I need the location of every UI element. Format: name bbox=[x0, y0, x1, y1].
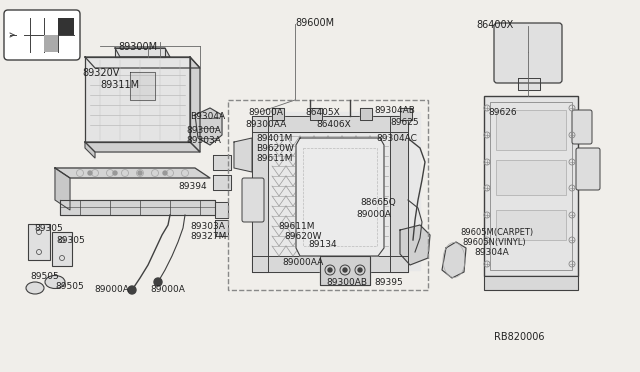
Text: 86400X: 86400X bbox=[476, 20, 513, 30]
Ellipse shape bbox=[26, 282, 44, 294]
Text: 89505: 89505 bbox=[55, 282, 84, 291]
Text: 89600M: 89600M bbox=[295, 18, 334, 28]
Bar bbox=[496, 210, 566, 240]
Text: 89605M(CARPET): 89605M(CARPET) bbox=[460, 228, 533, 237]
Polygon shape bbox=[213, 155, 231, 170]
Polygon shape bbox=[252, 256, 408, 272]
Polygon shape bbox=[213, 175, 231, 190]
Text: 89000A: 89000A bbox=[248, 108, 283, 117]
Text: 89303A: 89303A bbox=[190, 222, 225, 231]
Bar bbox=[228, 100, 428, 290]
Bar bbox=[484, 276, 578, 290]
Circle shape bbox=[88, 171, 92, 175]
Text: 89304A: 89304A bbox=[474, 248, 509, 257]
Polygon shape bbox=[234, 138, 252, 172]
Text: 89305: 89305 bbox=[56, 236, 84, 245]
Text: 89300AB: 89300AB bbox=[326, 278, 367, 287]
Polygon shape bbox=[252, 116, 408, 132]
Polygon shape bbox=[390, 116, 408, 272]
Text: 89000A: 89000A bbox=[150, 285, 185, 294]
Polygon shape bbox=[85, 57, 190, 142]
Text: 89605N(VINYL): 89605N(VINYL) bbox=[462, 238, 525, 247]
Polygon shape bbox=[215, 202, 228, 218]
Polygon shape bbox=[310, 108, 322, 120]
Text: B9620W: B9620W bbox=[256, 144, 294, 153]
Polygon shape bbox=[85, 142, 95, 158]
Text: 89300AA: 89300AA bbox=[245, 120, 286, 129]
Polygon shape bbox=[115, 48, 165, 57]
Text: 86405X: 86405X bbox=[305, 108, 340, 117]
Polygon shape bbox=[360, 108, 372, 120]
Circle shape bbox=[138, 171, 142, 175]
FancyBboxPatch shape bbox=[242, 178, 264, 222]
Text: B9304A: B9304A bbox=[190, 112, 225, 121]
Text: RB820006: RB820006 bbox=[494, 332, 545, 342]
Polygon shape bbox=[296, 138, 384, 256]
Text: 89304AC: 89304AC bbox=[376, 134, 417, 143]
Bar bbox=[496, 110, 566, 150]
Text: 89000A: 89000A bbox=[356, 210, 391, 219]
Polygon shape bbox=[60, 200, 215, 215]
Text: 89394: 89394 bbox=[178, 182, 207, 191]
Circle shape bbox=[343, 268, 347, 272]
Polygon shape bbox=[252, 116, 268, 272]
Polygon shape bbox=[55, 168, 70, 210]
FancyBboxPatch shape bbox=[494, 23, 562, 83]
FancyBboxPatch shape bbox=[572, 110, 592, 144]
Polygon shape bbox=[442, 242, 466, 278]
Bar bbox=[496, 160, 566, 195]
Text: 89395: 89395 bbox=[374, 278, 403, 287]
Polygon shape bbox=[55, 168, 210, 178]
Circle shape bbox=[358, 268, 362, 272]
Polygon shape bbox=[400, 225, 430, 265]
Text: 89401M: 89401M bbox=[256, 134, 292, 143]
Polygon shape bbox=[85, 57, 200, 68]
Ellipse shape bbox=[45, 276, 65, 289]
Polygon shape bbox=[244, 180, 260, 220]
Text: 89305: 89305 bbox=[34, 224, 63, 233]
Text: 89134: 89134 bbox=[308, 240, 337, 249]
Polygon shape bbox=[260, 112, 420, 270]
Polygon shape bbox=[85, 142, 200, 152]
Circle shape bbox=[154, 278, 162, 286]
Text: 89000A: 89000A bbox=[94, 285, 129, 294]
Bar bbox=[58, 18, 74, 35]
Bar bbox=[490, 102, 572, 270]
Text: 89303A: 89303A bbox=[186, 136, 221, 145]
Text: 89304AB: 89304AB bbox=[374, 106, 415, 115]
Text: 88665Q: 88665Q bbox=[360, 198, 396, 207]
Circle shape bbox=[163, 171, 167, 175]
Text: 89300A: 89300A bbox=[186, 126, 221, 135]
Text: 89300M: 89300M bbox=[118, 42, 157, 52]
FancyBboxPatch shape bbox=[576, 148, 600, 190]
Text: 89625: 89625 bbox=[390, 118, 419, 127]
Text: 89611M: 89611M bbox=[256, 154, 292, 163]
Bar bbox=[28, 224, 50, 260]
Text: 89311M: 89311M bbox=[100, 80, 139, 90]
Circle shape bbox=[328, 268, 332, 272]
Polygon shape bbox=[130, 72, 155, 100]
Text: 89611M: 89611M bbox=[278, 222, 314, 231]
Text: 89320V: 89320V bbox=[82, 68, 120, 78]
FancyBboxPatch shape bbox=[4, 10, 80, 60]
Polygon shape bbox=[215, 220, 228, 236]
Polygon shape bbox=[400, 108, 412, 120]
Polygon shape bbox=[190, 57, 200, 152]
Text: 89327M: 89327M bbox=[190, 232, 227, 241]
Text: 89620W: 89620W bbox=[284, 232, 321, 241]
Text: 89000AA: 89000AA bbox=[282, 258, 323, 267]
Polygon shape bbox=[272, 108, 284, 120]
Text: 89505: 89505 bbox=[30, 272, 59, 281]
Polygon shape bbox=[320, 256, 370, 285]
Text: 86406X: 86406X bbox=[316, 120, 351, 129]
Bar bbox=[484, 96, 578, 276]
Bar bbox=[44, 35, 58, 52]
Bar bbox=[52, 232, 72, 266]
Circle shape bbox=[113, 171, 117, 175]
Polygon shape bbox=[518, 78, 540, 90]
Polygon shape bbox=[195, 108, 222, 145]
Polygon shape bbox=[115, 48, 170, 57]
Text: 89626: 89626 bbox=[488, 108, 516, 117]
Circle shape bbox=[128, 286, 136, 294]
